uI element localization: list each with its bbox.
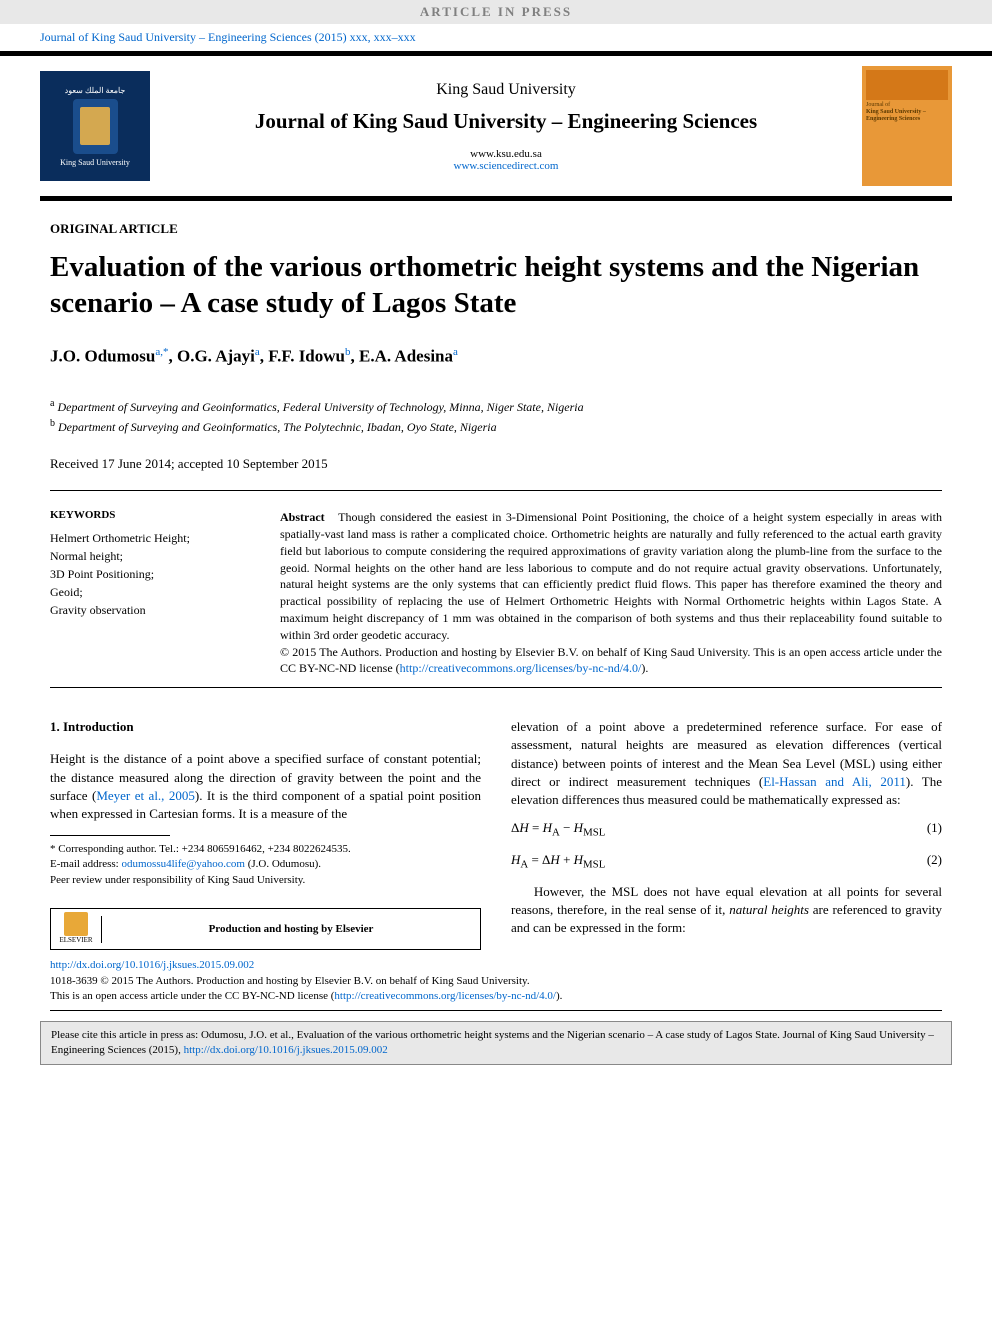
cover-line1: Journal of: [866, 102, 890, 108]
citation-box: Please cite this article in press as: Od…: [40, 1021, 952, 1065]
author-3: E.A. Adesina: [359, 346, 453, 365]
corresponding-author: * Corresponding author. Tel.: +234 80659…: [50, 842, 481, 857]
footer-license-link[interactable]: http://creativecommons.org/licenses/by-n…: [334, 990, 556, 1002]
eq1-num: (1): [927, 819, 942, 841]
ref-elhassan[interactable]: El-Hassan and Ali, 2011: [763, 774, 906, 789]
ref-meyer[interactable]: Meyer et al., 2005: [96, 788, 195, 803]
issn-line: 1018-3639 © 2015 The Authors. Production…: [50, 974, 942, 989]
journal-reference: Journal of King Saud University – Engine…: [0, 24, 992, 56]
author-3-sup: a: [453, 346, 458, 358]
keyword-0: Helmert Orthometric Height;: [50, 529, 250, 547]
keywords-list: Helmert Orthometric Height; Normal heigh…: [50, 529, 250, 619]
column-right: elevation of a point above a predetermin…: [511, 718, 942, 950]
url-ksu: www.ksu.edu.sa: [170, 148, 842, 160]
ksu-logo: جامعة الملك سعود King Saud University: [40, 71, 150, 181]
cover-line2: King Saud University –: [866, 109, 926, 115]
body-columns: 1. Introduction Height is the distance o…: [50, 718, 942, 950]
elsevier-logo: ELSEVIER: [51, 909, 101, 949]
author-1-sup: a: [255, 346, 260, 358]
keyword-4: Gravity observation: [50, 601, 250, 619]
footnote-block: * Corresponding author. Tel.: +234 80659…: [50, 842, 481, 888]
elsevier-label: ELSEVIER: [59, 936, 92, 946]
email-author: (J.O. Odumosu).: [245, 858, 321, 870]
eq2-body: HA = ΔH + HMSL: [511, 851, 605, 873]
license-end: ).: [556, 990, 562, 1002]
keywords-title: KEYWORDS: [50, 509, 250, 521]
divider-below-abstract: [50, 687, 942, 688]
doi-link[interactable]: http://dx.doi.org/10.1016/j.jksues.2015.…: [50, 959, 254, 971]
keyword-1: Normal height;: [50, 547, 250, 565]
author-2: F.F. Idowu: [268, 346, 345, 365]
peer-review: Peer review under responsibility of King…: [50, 873, 481, 888]
eq2-num: (2): [927, 851, 942, 873]
author-1: O.G. Ajayi: [177, 346, 255, 365]
url-sciencedirect[interactable]: www.sciencedirect.com: [170, 160, 842, 172]
elsevier-tree-icon: [64, 912, 88, 936]
equation-2: HA = ΔH + HMSL (2): [511, 851, 942, 873]
aff-1-sup: b: [50, 418, 55, 429]
intro-para-right-1: elevation of a point above a predetermin…: [511, 718, 942, 809]
intro-para-right-3: However, the MSL does not have equal ele…: [511, 883, 942, 938]
keywords-column: KEYWORDS Helmert Orthometric Height; Nor…: [50, 509, 250, 677]
abstract-text: Though considered the easiest in 3-Dimen…: [280, 510, 942, 642]
footer: http://dx.doi.org/10.1016/j.jksues.2015.…: [0, 950, 992, 1011]
column-left: 1. Introduction Height is the distance o…: [50, 718, 481, 950]
authors: J.O. Odumosua,*, O.G. Ajayia, F.F. Idowu…: [50, 346, 942, 367]
abstract-block: KEYWORDS Helmert Orthometric Height; Nor…: [50, 509, 942, 677]
university-name: King Saud University: [170, 81, 842, 99]
abstract-column: Abstract Though considered the easiest i…: [280, 509, 942, 677]
intro-para-left: Height is the distance of a point above …: [50, 750, 481, 823]
crest-icon: [73, 99, 118, 154]
cover-line3: Engineering Sciences: [866, 116, 920, 122]
ksu-logo-arabic: جامعة الملك سعود: [65, 86, 126, 95]
aff-1: Department of Surveying and Geoinformati…: [58, 420, 497, 434]
author-0: J.O. Odumosu: [50, 346, 155, 365]
divider-above-abstract: [50, 490, 942, 491]
header-center: King Saud University Journal of King Sau…: [170, 81, 842, 172]
journal-header: جامعة الملك سعود King Saud University Ki…: [0, 56, 992, 196]
section-1-heading: 1. Introduction: [50, 718, 481, 736]
article-title: Evaluation of the various orthometric he…: [50, 249, 942, 322]
affiliations: a Department of Surveying and Geoinforma…: [50, 396, 942, 436]
abstract-label: Abstract: [280, 510, 325, 524]
eq1-body: ΔH = HA − HMSL: [511, 819, 605, 841]
keyword-3: Geoid;: [50, 583, 250, 601]
aff-0-sup: a: [50, 398, 54, 409]
author-0-sup: a,*: [155, 346, 168, 358]
abstract-copyright-end: ).: [641, 661, 648, 675]
footnote-divider: [50, 835, 170, 836]
ksu-logo-english: King Saud University: [60, 158, 130, 167]
license-link[interactable]: http://creativecommons.org/licenses/by-n…: [400, 661, 642, 675]
citation-doi-link[interactable]: http://dx.doi.org/10.1016/j.jksues.2015.…: [184, 1044, 388, 1056]
article-content: ORIGINAL ARTICLE Evaluation of the vario…: [0, 201, 992, 950]
article-type: ORIGINAL ARTICLE: [50, 221, 942, 237]
email-label: E-mail address:: [50, 858, 121, 870]
article-dates: Received 17 June 2014; accepted 10 Septe…: [50, 456, 942, 472]
article-in-press-banner: ARTICLE IN PRESS: [0, 0, 992, 24]
footer-divider: [50, 1010, 942, 1011]
header-urls: www.ksu.edu.sa www.sciencedirect.com: [170, 148, 842, 172]
aff-0: Department of Surveying and Geoinformati…: [57, 400, 583, 414]
natural-heights-italic: natural heights: [729, 902, 809, 917]
hosting-text: Production and hosting by Elsevier: [101, 916, 480, 943]
keyword-2: 3D Point Positioning;: [50, 565, 250, 583]
author-2-sup: b: [345, 346, 351, 358]
email-link[interactable]: odumossu4life@yahoo.com: [121, 858, 244, 870]
journal-name: Journal of King Saud University – Engine…: [170, 109, 842, 134]
equation-1: ΔH = HA − HMSL (1): [511, 819, 942, 841]
journal-cover-thumbnail: Journal of King Saud University – Engine…: [862, 66, 952, 186]
license-line: This is an open access article under the…: [50, 990, 334, 1002]
elsevier-hosting-box: ELSEVIER Production and hosting by Elsev…: [50, 908, 481, 950]
